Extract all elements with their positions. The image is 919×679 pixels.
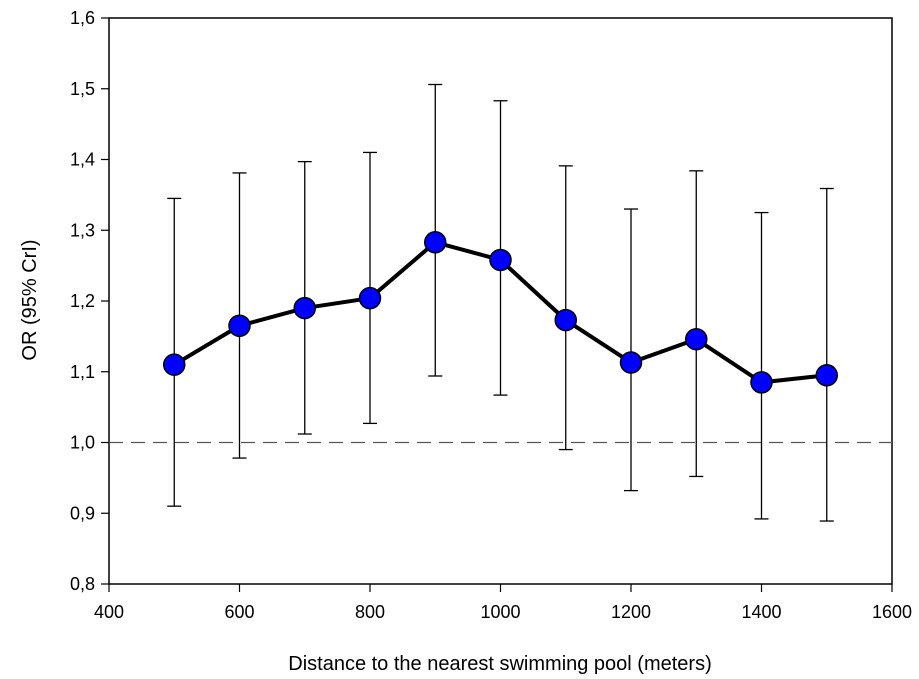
y-tick-label: 1,3 (70, 220, 95, 240)
data-point (815, 364, 838, 387)
y-tick-label: 0,8 (70, 574, 95, 594)
y-tick-label: 1,2 (70, 291, 95, 311)
x-tick-label: 1400 (741, 602, 781, 622)
y-tick-label: 1,6 (70, 8, 95, 28)
data-points (163, 231, 838, 394)
error-bars (167, 83, 834, 522)
y-tick-label: 0,9 (70, 503, 95, 523)
data-point (424, 231, 447, 254)
data-point (685, 327, 708, 351)
y-axis-title: OR (95% CrI) (19, 239, 41, 360)
data-point (293, 296, 316, 320)
y-tick-label: 1,4 (70, 150, 95, 170)
data-point (163, 353, 186, 376)
x-tick-label: 600 (224, 602, 254, 622)
y-tick-label: 1,1 (70, 362, 95, 382)
y-tick-label: 1,0 (70, 433, 95, 453)
data-point (358, 286, 382, 310)
x-tick-label: 400 (94, 602, 124, 622)
x-tick-label: 1000 (480, 602, 520, 622)
y-tick-label: 1,5 (70, 79, 95, 99)
data-point (619, 351, 643, 374)
y-axis-ticks: 0,8 0,9 1,0 1,1 1,2 1,3 1,4 1,5 1,6 (70, 8, 109, 594)
x-tick-label: 1200 (611, 602, 651, 622)
data-point (228, 314, 251, 338)
data-point (489, 248, 512, 272)
x-tick-label: 1600 (872, 602, 912, 622)
data-point (554, 308, 577, 332)
data-point (750, 371, 773, 394)
x-tick-label: 800 (355, 602, 385, 622)
x-axis-title: Distance to the nearest swimming pool (m… (288, 653, 712, 675)
x-axis-ticks: 400 600 800 1000 1200 1400 1600 (94, 584, 912, 622)
